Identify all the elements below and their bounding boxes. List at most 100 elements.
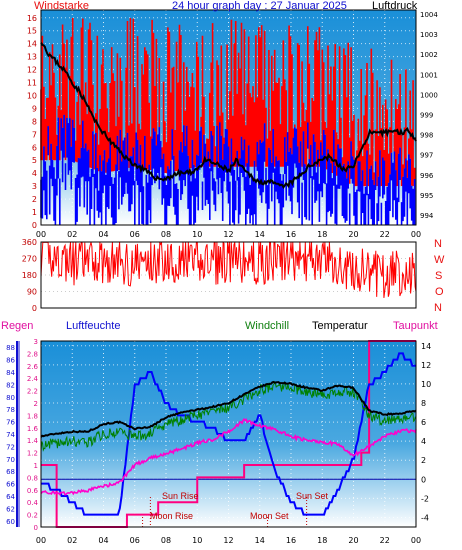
wind-tick-label: 12 [27, 66, 37, 75]
wind-tick-label: 0 [32, 221, 37, 230]
pressure-tick-label: 995 [420, 192, 433, 200]
temp-tick-label: 2 [421, 456, 426, 465]
rain-tick-label: 2.6 [27, 363, 39, 371]
temp-tick-label: -4 [421, 513, 429, 522]
x-tick-label: 00 [36, 536, 46, 545]
temp-tick-label: 0 [421, 475, 426, 484]
temp-tick-label: 14 [421, 342, 431, 351]
wind-tick-label: 1 [32, 208, 37, 217]
x-tick-label: 22 [380, 230, 390, 239]
x-tick-label: 00 [36, 230, 46, 239]
windchill-series [40, 380, 417, 452]
wind-tick-label: 10 [27, 91, 37, 100]
temperature-axis: -4 -2 0 2 4 6 8 10 12 14 [421, 342, 431, 523]
wind-pressure-series [40, 18, 417, 225]
pressure-axis: 994 995 996 997 998 999 1000 1001 1002 1003 1004 [420, 11, 438, 220]
x-tick-label: 14 [255, 536, 265, 545]
rain-tick-label: 1.4 [27, 437, 39, 445]
dewpoint-title: Taupunkt [393, 320, 438, 332]
rain-tick-label: 3 [34, 338, 38, 346]
temp-tick-label: 8 [421, 399, 426, 408]
pressure-tick-label: 999 [420, 111, 433, 119]
wind-speed-title: Windstarke [34, 0, 90, 12]
humidity-tick-label: 72 [6, 443, 15, 451]
humidity-series [41, 352, 416, 516]
dir-tick-label: 180 [22, 271, 37, 280]
temperature-series [40, 380, 417, 438]
pressure-series [40, 42, 417, 190]
rain-tick-label: 0.8 [27, 474, 38, 482]
rain-title: Regen [1, 320, 34, 332]
x-tick-label: 10 [192, 230, 202, 239]
rain-tick-label: 2.2 [27, 388, 38, 396]
pressure-tick-label: 1000 [420, 91, 438, 99]
sun-rise-label: Sun Rise [162, 491, 199, 501]
wind-direction-series [40, 241, 417, 298]
moon-rise-label: Moon Rise [150, 511, 194, 521]
temp-tick-label: 4 [421, 437, 426, 446]
rain-tick-label: 1.2 [27, 450, 38, 458]
rain-tick-label: 1.8 [27, 412, 38, 420]
temp-x-ticks: 00 02 04 06 08 10 12 14 16 18 20 22 00 [36, 536, 421, 545]
pressure-tick-label: 1004 [420, 11, 438, 19]
x-tick-label: 00 [411, 230, 421, 239]
humidity-tick-label: 60 [6, 518, 15, 526]
wind-tick-label: 2 [32, 195, 37, 204]
temp-tick-label: 6 [421, 418, 426, 427]
humidity-tick-label: 86 [6, 357, 15, 365]
wind-tick-label: 8 [32, 117, 37, 126]
humidity-tick-label: 80 [6, 394, 15, 402]
x-tick-label: 06 [130, 230, 140, 239]
compass-s: S [435, 270, 443, 282]
temperature-title: Temperatur [312, 320, 368, 332]
x-tick-label: 02 [67, 230, 77, 239]
pressure-tick-label: 996 [420, 172, 434, 180]
pressure-tick-label: 1002 [420, 51, 438, 59]
humidity-tick-label: 78 [6, 406, 15, 414]
humidity-tick-label: 62 [6, 505, 15, 513]
pressure-tick-label: 998 [420, 132, 433, 140]
temp-frame [40, 340, 417, 528]
wind-tick-label: 5 [32, 156, 37, 165]
compass-w: W [434, 254, 445, 266]
x-tick-label: 04 [98, 536, 108, 545]
wind-tick-label: 16 [27, 14, 37, 23]
humidity-tick-label: 84 [6, 369, 15, 377]
wind-tick-label: 3 [32, 182, 37, 191]
humidity-tick-label: 88 [6, 344, 15, 352]
humidity-tick-label: 68 [6, 468, 15, 476]
humidity-tick-label: 76 [6, 419, 15, 427]
wind-tick-label: 14 [27, 40, 37, 49]
pressure-tick-label: 994 [420, 212, 434, 220]
x-tick-label: 06 [130, 536, 140, 545]
temp-tick-label: -2 [421, 494, 429, 503]
pressure-tick-label: 1001 [420, 71, 438, 79]
sun-set-label: Sun Set [296, 491, 329, 501]
wind-tick-label: 15 [27, 27, 37, 36]
wind-pressure-x-ticks: 00 02 04 06 08 10 12 14 16 18 20 22 00 [36, 230, 421, 239]
x-tick-label: 04 [98, 230, 108, 239]
wind-direction-frame [40, 241, 417, 309]
x-tick-label: 00 [411, 536, 421, 545]
rain-tick-label: 0.4 [27, 499, 39, 507]
compass-o: O [435, 286, 444, 298]
x-tick-label: 18 [317, 536, 327, 545]
chart-title: 24 hour graph day : 27 Januar 2025 [172, 0, 347, 12]
dir-tick-label: 0 [32, 304, 37, 313]
pressure-tick-label: 997 [420, 152, 433, 160]
x-tick-label: 08 [161, 230, 171, 239]
temp-tick-label: 10 [421, 380, 431, 389]
x-tick-label: 14 [255, 230, 265, 239]
pressure-title: Luftdruck [372, 0, 418, 12]
rain-tick-label: 1 [34, 462, 38, 470]
wind-tick-label: 6 [32, 143, 37, 152]
wind-tick-label: 7 [32, 130, 37, 139]
wind-tick-label: 9 [32, 104, 37, 113]
compass-n-bottom: N [434, 302, 442, 314]
x-tick-label: 12 [223, 230, 233, 239]
wind-direction-axis: 0 90 180 270 360 [22, 238, 37, 313]
humidity-tick-label: 82 [6, 381, 15, 389]
